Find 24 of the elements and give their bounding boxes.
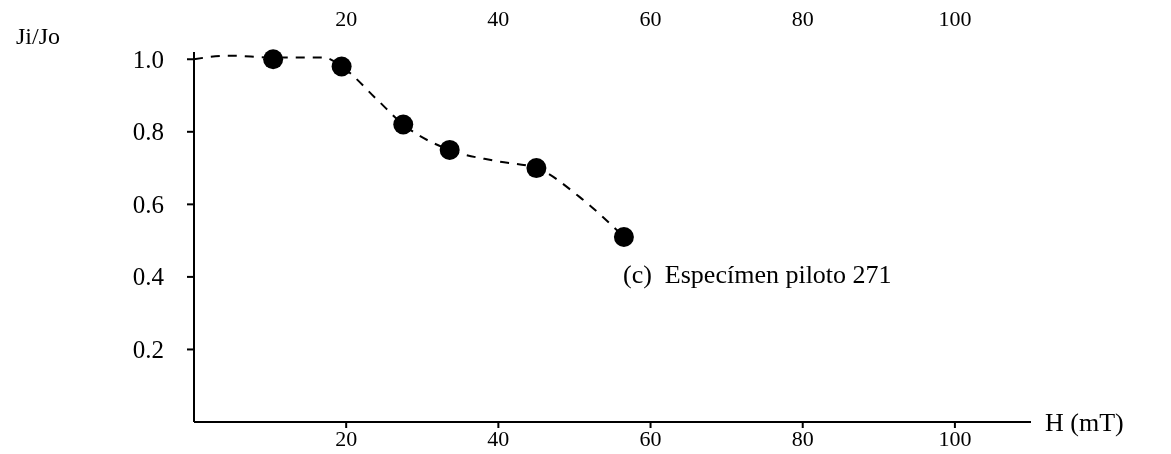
y-tick-label: 1.0 — [132, 45, 164, 73]
point — [331, 56, 352, 77]
x-tick-label: 80 — [791, 426, 814, 451]
x2-tick-label: 40 — [487, 6, 510, 31]
point — [263, 49, 284, 70]
y-tick-label: 0.2 — [132, 335, 164, 363]
x-tick-label: 60 — [639, 426, 662, 451]
x-tick-label: 20 — [335, 426, 358, 451]
x2-tick-label: 60 — [639, 6, 662, 31]
x2-tick-label: 100 — [938, 6, 972, 31]
x-tick-label: 40 — [487, 426, 510, 451]
point — [393, 114, 414, 135]
annotation: (c) Especímen piloto 271 — [623, 259, 892, 289]
x2-tick-label: 80 — [791, 6, 814, 31]
y-tick-label: 0.6 — [132, 190, 164, 218]
y-axis-title: Ji/Jo — [16, 23, 61, 49]
x-tick-label: 100 — [938, 426, 972, 451]
y-tick-label: 0.4 — [132, 263, 165, 291]
point — [439, 139, 460, 160]
point — [526, 158, 547, 179]
x2-tick-label: 20 — [335, 6, 358, 31]
y-tick-label: 0.8 — [132, 118, 164, 146]
x-axis-title: H (mT) — [1045, 407, 1124, 437]
point — [613, 227, 634, 247]
